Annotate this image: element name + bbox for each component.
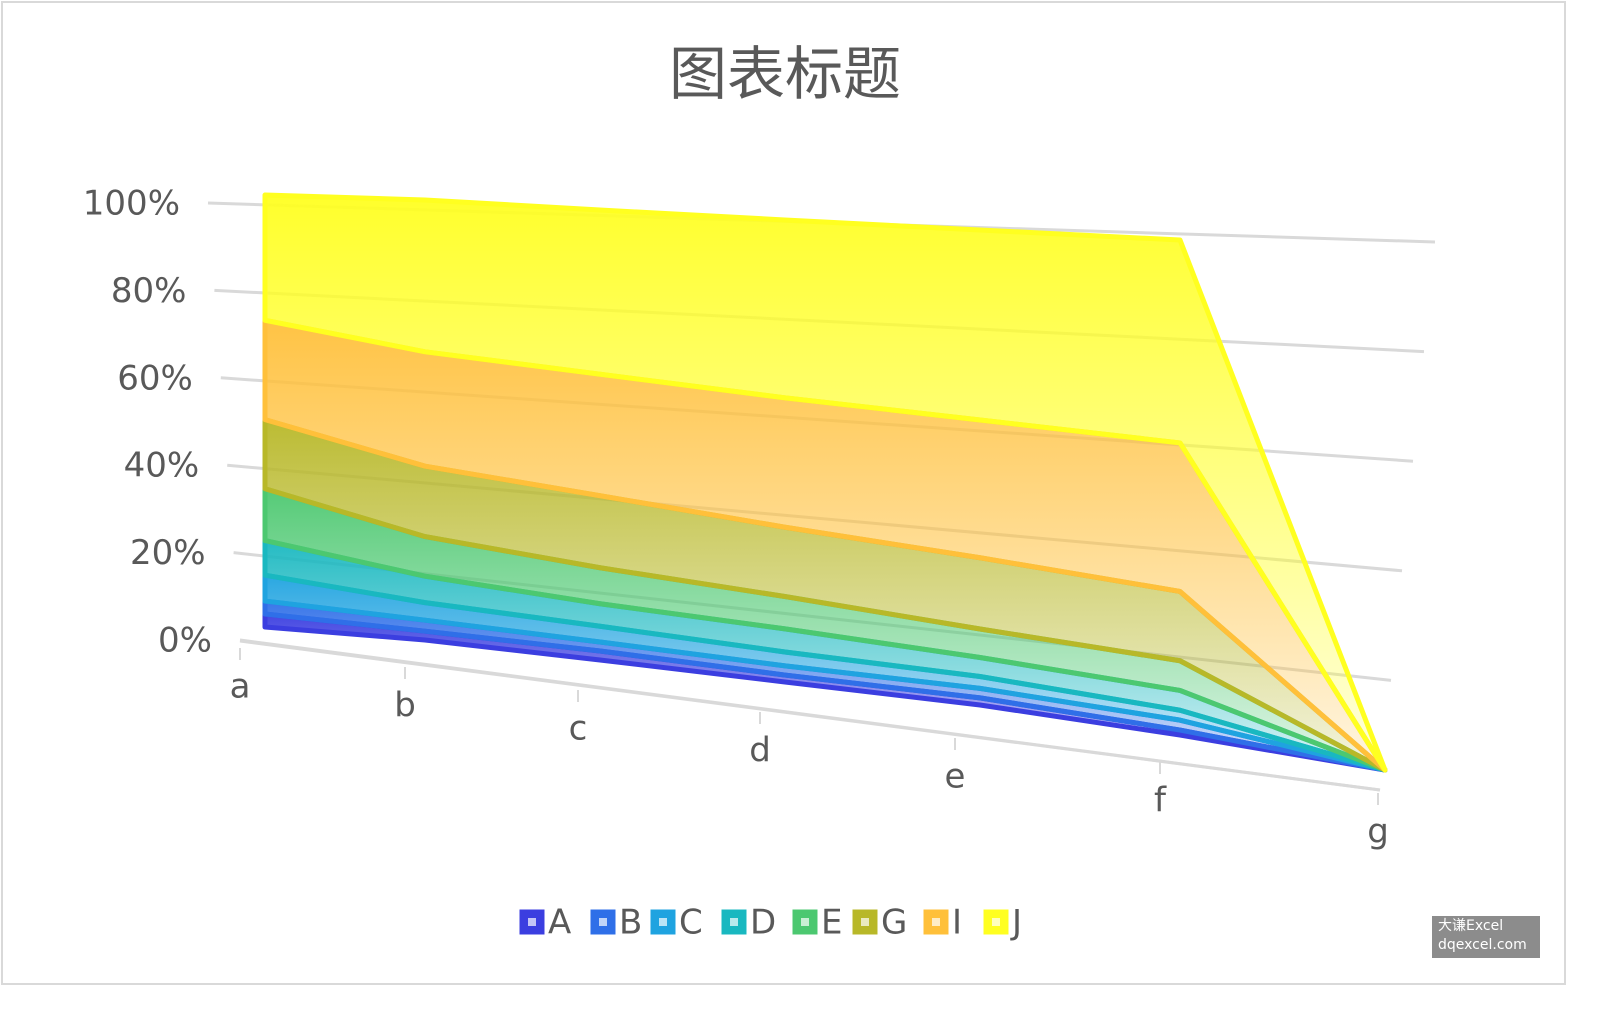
x-tick-label: b [394, 686, 416, 726]
legend-label: E [821, 903, 842, 943]
x-tick-label: c [569, 709, 588, 749]
legend-swatch-inner [659, 918, 667, 926]
legend-label: J [1010, 903, 1022, 943]
legend-swatch-inner [932, 918, 940, 926]
chart-title: 图表标题 [669, 40, 901, 108]
y-tick-label: 20% [130, 533, 206, 573]
watermark-box [1432, 916, 1540, 958]
legend-swatch-inner [861, 918, 869, 926]
legend-label: D [750, 903, 776, 943]
legend-swatch-inner [528, 918, 536, 926]
legend-label: B [619, 903, 642, 943]
legend-swatch-inner [730, 918, 738, 926]
y-tick-label: 40% [124, 446, 200, 486]
x-tick-label: d [749, 731, 771, 771]
y-tick-label: 0% [158, 621, 212, 661]
legend-swatch-inner [599, 918, 607, 926]
watermark: dqexcel.com [1438, 937, 1527, 953]
y-tick-label: 100% [83, 184, 180, 224]
x-tick-label: f [1154, 781, 1167, 821]
legend-swatch-inner [801, 918, 809, 926]
legend-label: G [881, 903, 907, 943]
legend-label: A [548, 903, 571, 943]
area [262, 192, 1388, 773]
x-tick-label: e [945, 757, 966, 797]
legend-label: C [679, 903, 703, 943]
x-tick-label: g [1367, 812, 1389, 852]
watermark: 大谦Excel [1438, 918, 1503, 934]
x-tick-label: a [230, 667, 251, 707]
legend-label: I [952, 903, 962, 943]
legend-swatch-inner [992, 918, 1000, 926]
x-axis [239, 639, 1381, 792]
y-tick-label: 60% [117, 358, 193, 398]
y-tick-label: 80% [111, 271, 187, 311]
